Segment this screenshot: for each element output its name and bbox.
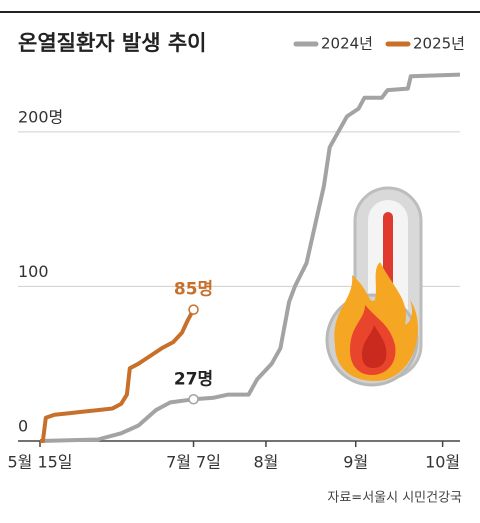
legend-label: 2024년 [321,35,373,53]
chart-title: 온열질환자 발생 추이 [18,31,207,55]
series-line [40,308,196,443]
point-marker [188,304,199,315]
value-label: 27명 [174,369,213,389]
y-tick-label: 200명 [18,107,63,126]
source: 자료=서울시 시민건강국 [327,491,462,506]
x-tick-label: 5월 15일 [7,453,72,472]
point-marker [188,394,199,405]
series-line [39,72,461,443]
x-tick-label: 9월 [343,453,368,472]
thermometer-icon [325,186,423,387]
y-tick-label: 100 [18,262,49,281]
value-label: 85명 [174,280,213,300]
y-tick-label: 0 [18,417,28,436]
x-tick-label: 7월 7일 [166,453,221,472]
x-tick-label: 10월 [425,453,460,472]
legend-label: 2025년 [413,35,465,53]
x-tick-label: 8월 [253,453,278,472]
